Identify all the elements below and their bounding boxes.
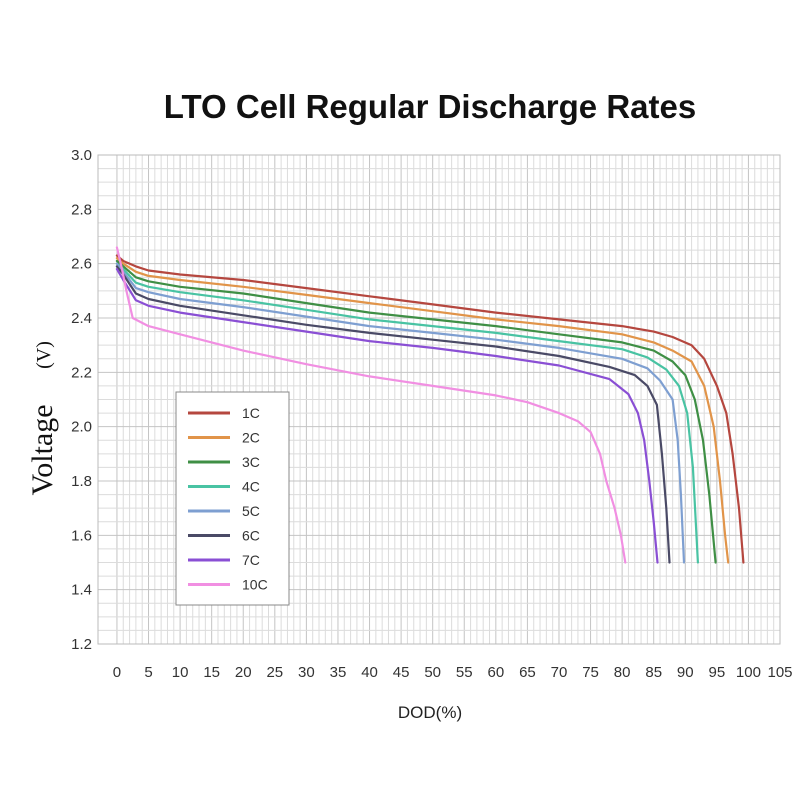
x-tick-label: 105 [767,664,792,681]
y-axis-label: Voltage [26,404,59,495]
x-tick-label: 15 [203,664,220,681]
x-tick-label: 65 [519,664,536,681]
y-tick-label: 2.8 [71,201,92,218]
legend-label-2c: 2C [242,430,260,446]
series-line-6c [115,265,671,564]
legend-label-3c: 3C [242,454,260,470]
x-tick-label: 80 [614,664,631,681]
x-tick-label: 60 [487,664,504,681]
y-tick-label: 2.4 [71,310,92,327]
y-tick-label: 1.8 [71,473,92,490]
series-line-10c [115,246,627,564]
series-line-5c [115,262,686,564]
legend-label-4c: 4C [242,479,260,495]
x-tick-label: 25 [266,664,283,681]
x-tick-label: 45 [393,664,410,681]
y-tick-label: 2.0 [71,419,92,436]
series-line-1c [115,254,745,564]
series-lines [115,246,745,564]
legend-label-6c: 6C [242,528,260,544]
x-tick-label: 10 [172,664,189,681]
x-tick-label: 20 [235,664,252,681]
y-tick-label: 1.6 [71,527,92,544]
y-axis-ticks: 1.2 1.4 1.6 1.8 2.0 2.2 2.4 2.6 2.8 3.0 [71,147,92,653]
chart-title: LTO Cell Regular Discharge Rates [164,88,696,125]
legend: 1C 2C 3C 4C 5C 6C 7C 10C [175,391,290,606]
x-tick-label: 95 [709,664,726,681]
x-tick-label: 40 [361,664,378,681]
legend-label-1c: 1C [242,405,260,421]
y-tick-label: 1.4 [71,582,92,599]
series-line-2c [115,257,730,564]
series-line-3c [115,259,717,564]
x-tick-label: 35 [330,664,347,681]
y-tick-label: 3.0 [71,147,92,164]
x-axis-ticks: 0 5 10 15 20 25 30 35 40 45 50 55 60 65 70 75 80 85 90 95 10… [113,664,793,681]
y-tick-label: 2.6 [71,256,92,273]
y-axis-unit: (V) [33,341,55,369]
plot-area-border [97,154,781,645]
x-tick-label: 0 [113,664,121,681]
x-tick-label: 70 [551,664,568,681]
x-axis-label: DOD(%) [398,703,462,722]
legend-label-5c: 5C [242,503,260,519]
x-tick-label: 55 [456,664,473,681]
legend-box [175,391,290,606]
x-tick-label: 100 [736,664,761,681]
x-tick-label: 90 [677,664,694,681]
legend-label-10c: 10C [242,577,268,593]
series-line-4c [115,262,699,564]
series-line-7c [115,268,659,564]
x-tick-label: 50 [424,664,441,681]
x-tick-label: 85 [645,664,662,681]
x-tick-label: 30 [298,664,315,681]
legend-label-7c: 7C [242,552,260,568]
x-tick-label: 75 [582,664,599,681]
y-tick-label: 2.2 [71,364,92,381]
x-tick-label: 5 [144,664,152,681]
y-tick-label: 1.2 [71,636,92,653]
y-axis-label-group: Voltage (V) [26,341,59,495]
